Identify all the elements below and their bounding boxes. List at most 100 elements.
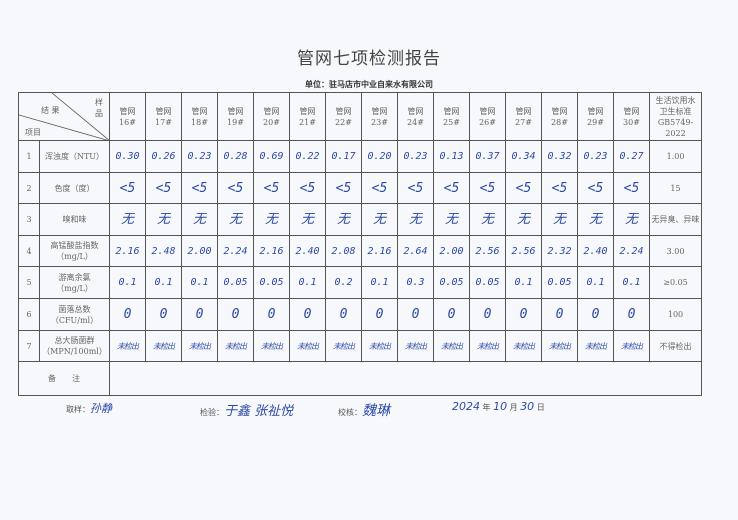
row-item: 嗅和味	[39, 203, 110, 236]
result-value: 0.05	[217, 266, 254, 299]
result-value: 无	[109, 203, 146, 236]
sample-header: 管网 28#	[541, 92, 578, 141]
header-result: 结 果	[41, 106, 60, 115]
remarks-row: 备 注	[18, 361, 702, 396]
result-value: 0.05	[469, 266, 506, 299]
year-label: 年	[482, 403, 491, 412]
table-row: 7 总大肠菌群 （MPN/100ml） 未检出 未检出 未检出 未检出 未检出 未检出 未检出 未检…	[18, 330, 702, 362]
result-value: 0.1	[577, 266, 614, 299]
result-value: 无	[217, 203, 254, 236]
result-value: <5	[433, 172, 470, 204]
result-value: 2.48	[145, 235, 182, 267]
result-value: <5	[217, 172, 254, 204]
result-value: 未检出	[433, 330, 470, 362]
result-value: 0.34	[505, 140, 542, 173]
sample-header: 管网 27#	[505, 92, 542, 141]
result-value: 0	[109, 298, 146, 331]
result-value: 0.05	[253, 266, 290, 299]
result-value: 未检出	[325, 330, 362, 362]
result-value: 无	[253, 203, 290, 236]
sample-header: 管网 26#	[469, 92, 506, 141]
sample-header-text: 30#	[623, 117, 640, 127]
result-value: 未检出	[469, 330, 506, 362]
result-value: <5	[361, 172, 398, 204]
result-value: 0.32	[541, 140, 578, 173]
row-item-text: 高锰酸盐指数	[50, 241, 99, 250]
inspector-signature: 于鑫 张祉悦	[224, 404, 294, 419]
standard-value: 1.00	[649, 140, 702, 173]
sample-header-text: 管网	[407, 106, 424, 116]
sample-header-text: 管网	[119, 106, 136, 116]
result-value: 0.1	[505, 266, 542, 299]
row-item-text: （MPN/100ml）	[42, 347, 107, 356]
sample-header-text: 管网	[191, 106, 208, 116]
result-value: 未检出	[289, 330, 326, 362]
inspector-label: 检验：	[200, 408, 224, 417]
sample-header-text: 管网	[335, 106, 352, 116]
result-value: 无	[289, 203, 326, 236]
date-month: 10	[493, 400, 508, 413]
result-value: 2.00	[181, 235, 218, 267]
result-value: 无	[541, 203, 578, 236]
result-value: <5	[109, 172, 146, 204]
sample-header-text: 管网	[299, 106, 316, 116]
sample-header: 管网 19#	[217, 92, 254, 141]
result-value: 未检出	[397, 330, 434, 362]
standard-value: 100	[649, 298, 702, 331]
checker-signature: 魏琳	[362, 403, 390, 419]
sample-header-text: 管网	[227, 106, 244, 116]
row-item: 总大肠菌群 （MPN/100ml）	[39, 330, 110, 362]
result-value: 0.13	[433, 140, 470, 173]
sample-header-text: 管网	[479, 106, 496, 116]
row-number: 7	[18, 330, 40, 362]
result-value: 无	[469, 203, 506, 236]
result-value: 无	[397, 203, 434, 236]
result-value: 未检出	[613, 330, 650, 362]
sample-header: 管网 30#	[613, 92, 650, 141]
result-value: 0.2	[325, 266, 362, 299]
sample-header-text: 21#	[299, 117, 316, 127]
sample-header-text: 管网	[551, 106, 568, 116]
result-value: 0.23	[181, 140, 218, 173]
result-value: 无	[361, 203, 398, 236]
sample-header-text: 27#	[515, 117, 532, 127]
result-value: 0.26	[145, 140, 182, 173]
row-item: 色度（度）	[39, 172, 110, 204]
result-value: 0.05	[541, 266, 578, 299]
result-value: 2.32	[541, 235, 578, 267]
row-number: 2	[18, 172, 40, 204]
sample-header-text: 管网	[263, 106, 280, 116]
result-value: <5	[397, 172, 434, 204]
sample-header: 管网 21#	[289, 92, 326, 141]
result-value: 2.24	[613, 235, 650, 267]
header-item: 项目	[25, 128, 41, 137]
result-value: 2.16	[253, 235, 290, 267]
row-item-text: （mg/L）	[56, 252, 93, 261]
result-value: 无	[505, 203, 542, 236]
result-value: 无	[613, 203, 650, 236]
sample-header-text: 管网	[623, 106, 640, 116]
result-value: 0	[505, 298, 542, 331]
result-value: 0.69	[253, 140, 290, 173]
result-value: 2.00	[433, 235, 470, 267]
sample-header-text: 26#	[479, 117, 496, 127]
inspector-field: 检验：于鑫 张祉悦	[200, 400, 293, 419]
result-value: <5	[253, 172, 290, 204]
result-value: 无	[577, 203, 614, 236]
result-value: 0.1	[181, 266, 218, 299]
sample-header-text: 17#	[155, 117, 172, 127]
sample-header-text: 28#	[551, 117, 568, 127]
checker-label: 校核：	[338, 408, 362, 417]
result-value: <5	[505, 172, 542, 204]
result-value: 0	[145, 298, 182, 331]
standard-header-text: GB5749-2022	[657, 117, 694, 138]
result-value: <5	[145, 172, 182, 204]
result-value: 0	[181, 298, 218, 331]
result-value: 0.1	[145, 266, 182, 299]
date-year: 2024	[452, 400, 480, 413]
checker-field: 校核：魏琳	[338, 400, 390, 420]
table-row: 6 菌落总数 （CFU/ml） 0 0 0 0 0 0 0 0 0 0 0 0 0 0 0 100	[18, 298, 702, 331]
row-item: 高锰酸盐指数 （mg/L）	[39, 235, 110, 267]
sample-header-text: 管网	[371, 106, 388, 116]
sample-header-text: 22#	[335, 117, 352, 127]
